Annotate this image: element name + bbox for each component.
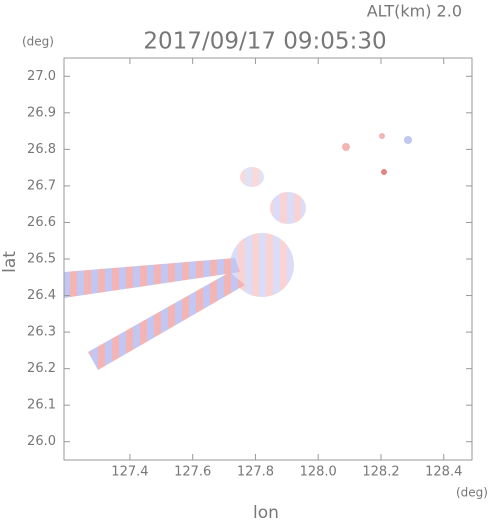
y-tick-label: 26.4 <box>27 288 56 303</box>
x-tick-label: 127.8 <box>237 465 274 480</box>
x-unit: (deg) <box>456 486 488 500</box>
x-tick-label: 127.4 <box>111 465 148 480</box>
y-tick-label: 26.0 <box>27 434 56 449</box>
x-tick-label: 128.0 <box>300 465 337 480</box>
radar-echo <box>64 133 412 370</box>
y-tick-label: 26.3 <box>27 325 56 340</box>
y-tick-label: 26.9 <box>27 105 56 120</box>
chart-title: 2017/09/17 09:05:30 <box>143 29 386 55</box>
y-tick-label: 27.0 <box>27 69 56 84</box>
x-tick-label: 128.4 <box>425 465 462 480</box>
y-tick-label: 26.8 <box>27 142 56 157</box>
subtitle: ALT(km) 2.0 <box>367 2 462 21</box>
y-tick-label: 26.2 <box>27 361 56 376</box>
x-tick-label: 128.2 <box>362 465 399 480</box>
y-tick-label: 26.7 <box>27 178 56 193</box>
y-tick-label: 26.5 <box>27 252 56 267</box>
x-axis-label: lon <box>253 503 279 521</box>
y-tick-label: 26.1 <box>27 398 56 413</box>
y-tick-label: 26.6 <box>27 215 56 230</box>
x-tick-label: 127.6 <box>174 465 211 480</box>
y-unit: (deg) <box>22 35 54 49</box>
y-axis-label: lat <box>0 251 20 273</box>
